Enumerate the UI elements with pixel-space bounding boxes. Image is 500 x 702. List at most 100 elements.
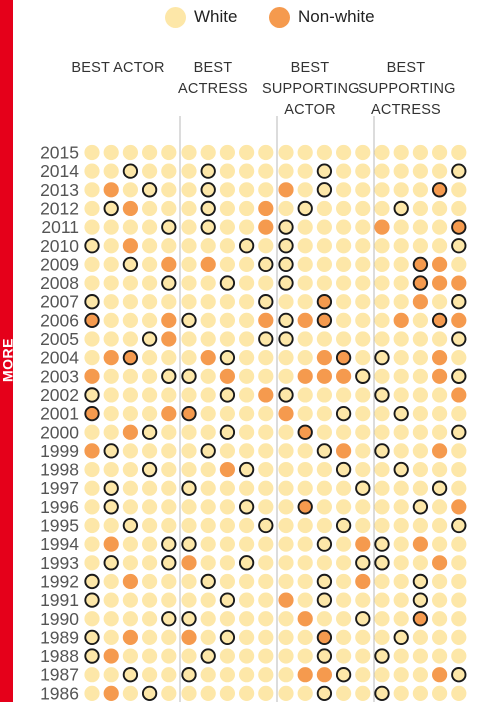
nominee-dot [219, 667, 235, 683]
nominee-dot [161, 163, 177, 179]
winner-dot [431, 480, 448, 496]
nominee-dot [84, 667, 100, 683]
legend-item-white: White [165, 6, 237, 28]
legend-label-nonwhite: Non-white [298, 7, 375, 26]
winner-dot [200, 648, 216, 664]
nominee-dot [142, 256, 158, 272]
nominee-dot [374, 517, 390, 534]
nominee-dot [239, 667, 255, 683]
winner-dot [84, 294, 100, 310]
winner-dot [181, 667, 197, 683]
nominee-dot [336, 685, 352, 701]
nominee-dot [278, 555, 294, 571]
winner-dot [258, 294, 274, 310]
nominee-dot [122, 536, 138, 552]
nominee-dot [258, 667, 274, 683]
nominee-dot [278, 200, 294, 217]
winner-dot [393, 200, 409, 217]
winner-dot [335, 405, 352, 422]
nominee-dot [393, 443, 409, 459]
winner-dot [451, 163, 467, 179]
nominee-dot [122, 294, 138, 310]
nominee-dot [258, 461, 274, 478]
nominee-dot [374, 667, 390, 683]
year-label: 1988 [40, 646, 79, 666]
nominee-dot [355, 182, 371, 198]
nominee-dot [374, 331, 390, 347]
nominee-dot [432, 536, 448, 552]
nominee-dot [412, 517, 428, 534]
nominee-dot [161, 350, 177, 366]
nominee-dot [393, 312, 409, 328]
nominee-dot [278, 499, 294, 515]
nominee-dot [316, 480, 332, 496]
winner-dot [355, 611, 371, 627]
more-tab[interactable]: MORE [0, 0, 16, 702]
nominee-dot [103, 331, 119, 347]
nominee-dot [355, 536, 371, 552]
nominee-dot [374, 461, 390, 478]
nominee-dot [219, 573, 235, 590]
winner-dot [316, 294, 333, 310]
winner-dot [278, 312, 294, 328]
nominee-dot [200, 312, 216, 328]
winner-dot [161, 275, 177, 291]
nominee-dot [393, 350, 409, 366]
nominee-dot [181, 573, 197, 590]
winner-dot [181, 536, 197, 552]
nominee-dot [181, 629, 197, 646]
nominee-dot [122, 219, 138, 235]
winner-dot [355, 555, 371, 571]
nominee-dot [336, 499, 352, 515]
nominee-dot [219, 144, 235, 161]
nominee-dot [122, 499, 138, 515]
nominee-dot [316, 368, 332, 384]
nominee-dot [142, 517, 158, 534]
year-label: 1986 [40, 683, 79, 702]
nominee-dot [161, 648, 177, 664]
nominee-dot [412, 219, 428, 235]
nominee-dot [122, 443, 138, 459]
nominee-dot [432, 219, 448, 235]
nominee-dot [200, 294, 216, 310]
nominee-dot [161, 331, 177, 347]
winner-dot [219, 349, 236, 366]
nominee-dot [412, 480, 428, 496]
nominee-dot [355, 275, 371, 291]
column-header-line: SUPPORTING [358, 81, 456, 97]
year-label: 1990 [40, 609, 79, 629]
nominee-dot [297, 573, 313, 590]
nominee-dot [374, 238, 390, 254]
winner-dot [374, 443, 390, 459]
nominee-dot [181, 219, 197, 235]
nominee-dot [278, 443, 294, 459]
nominee-dot [432, 629, 448, 646]
nominee-dot [336, 219, 352, 235]
nominee-dot [297, 685, 313, 701]
nominee-dot [239, 294, 255, 310]
nominee-dot [200, 461, 216, 478]
nominee-dot [393, 294, 409, 310]
nominee-dot [142, 592, 158, 608]
nominee-dot [200, 592, 216, 608]
nominee-dot [103, 461, 119, 478]
nominee-dot [122, 573, 138, 590]
nominee-dot [200, 667, 216, 683]
winner-dot [200, 182, 216, 198]
nominee-dot [181, 350, 197, 366]
nominee-dot [258, 350, 274, 366]
winner-dot [181, 312, 197, 328]
nominee-dot [239, 144, 255, 161]
nominee-dot [374, 200, 390, 217]
nominee-dot [239, 480, 255, 496]
nominee-dot [355, 461, 371, 478]
winner-dot [355, 480, 371, 496]
nominee-dot [181, 499, 197, 515]
year-label: 1996 [40, 497, 79, 517]
nominee-dot [336, 648, 352, 664]
nominee-dot [161, 480, 177, 496]
nominee-dot [432, 406, 448, 422]
nominee-dot [393, 517, 409, 534]
nominee-dot [355, 200, 371, 217]
